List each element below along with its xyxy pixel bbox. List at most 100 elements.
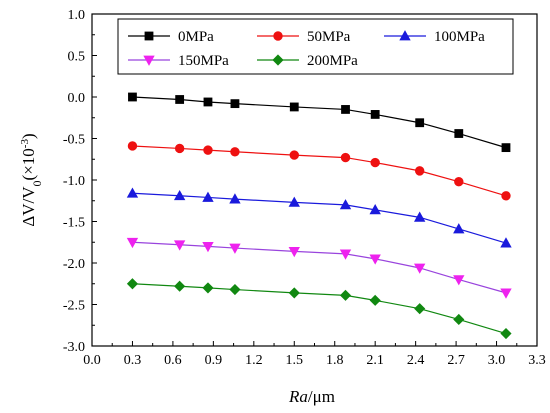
series-150MPa <box>126 237 512 299</box>
data-point <box>230 147 240 157</box>
y-tick-label: -2.5 <box>63 299 85 314</box>
x-axis-title-italic: Ra <box>288 387 308 406</box>
legend-box <box>117 18 514 75</box>
legend-swatch-marker <box>143 55 155 66</box>
data-point <box>369 204 381 215</box>
data-point <box>415 118 425 128</box>
data-point <box>174 143 185 154</box>
x-tick-label: 0.6 <box>164 353 182 368</box>
data-point <box>203 97 213 107</box>
data-point <box>454 129 464 138</box>
data-point <box>173 240 186 251</box>
data-point <box>339 199 352 210</box>
legend-item-50MPa: 50MPa <box>257 29 351 45</box>
y-axis-title-paren-close: ) <box>19 133 38 139</box>
series-200MPa <box>126 278 512 340</box>
data-point <box>126 278 139 290</box>
data-point <box>289 150 299 160</box>
data-point <box>369 254 381 265</box>
x-tick-label: 0.0 <box>83 353 101 368</box>
x-axis-title: Ra/μm <box>288 387 335 406</box>
x-tick-label: 0.3 <box>124 353 142 368</box>
x-tick-label: 1.5 <box>286 353 304 368</box>
data-point <box>453 313 465 326</box>
legend-item-0MPa: 0MPa <box>128 29 214 45</box>
x-tick-label: 3.3 <box>528 353 546 368</box>
series-100MPa <box>126 187 512 248</box>
data-point <box>454 176 464 187</box>
legend-item-150MPa: 150MPa <box>128 53 229 69</box>
data-point <box>289 102 299 112</box>
legend-item-200MPa: 200MPa <box>257 53 358 69</box>
data-point <box>369 294 381 306</box>
data-point <box>126 187 139 198</box>
x-tick-label: 2.4 <box>407 353 425 368</box>
data-point <box>173 189 186 201</box>
legend-label: 150MPa <box>178 53 229 69</box>
data-point <box>453 223 465 234</box>
ticks-layer: 0.0 0.3 0.6 0.9 1.2 1.5 1.8 2.1 2.4 2.7 3.0 3.3 1.0 0… <box>63 8 546 368</box>
legend-swatch-marker <box>399 30 411 41</box>
x-tick-label: 2.1 <box>366 353 384 368</box>
y-axis-title-sub: 0 <box>30 180 44 186</box>
y-tick-label: -1.0 <box>63 174 85 189</box>
legend-item-100MPa: 100MPa <box>384 29 485 45</box>
series-line <box>132 192 507 244</box>
data-point <box>501 143 511 153</box>
series-0MPa <box>128 92 511 153</box>
data-point <box>127 141 138 151</box>
data-point <box>288 196 300 207</box>
x-tick-label: 1.8 <box>326 353 344 368</box>
legend-label: 100MPa <box>434 29 485 45</box>
data-point <box>229 193 241 204</box>
data-point <box>370 110 380 119</box>
legend-swatch-marker <box>144 31 154 41</box>
y-tick-label: -1.5 <box>63 216 85 231</box>
data-point <box>500 237 512 248</box>
series-50MPa <box>127 141 511 201</box>
plot-frame <box>91 13 538 347</box>
data-point <box>126 237 139 249</box>
data-point <box>203 145 213 155</box>
y-axis-title-main: ΔV/V <box>19 186 38 227</box>
y-axis-title: ΔV/V0(×10-3) <box>19 133 44 226</box>
data-point <box>501 191 511 201</box>
data-point <box>453 275 465 286</box>
data-point <box>202 191 214 202</box>
data-point <box>500 327 512 340</box>
data-point <box>229 283 241 296</box>
data-point <box>339 289 352 301</box>
data-point <box>202 241 214 253</box>
y-tick-label: 0.0 <box>68 91 86 106</box>
data-point <box>340 152 351 163</box>
data-point <box>341 105 350 114</box>
legend-label: 0MPa <box>178 29 214 45</box>
x-axis-title-unit: /μm <box>308 387 335 406</box>
data-point <box>288 246 300 258</box>
data-point <box>500 288 512 299</box>
y-tick-label: -0.5 <box>63 133 85 148</box>
data-point <box>414 166 425 176</box>
data-point <box>339 249 352 260</box>
x-tick-label: 1.2 <box>245 353 263 368</box>
legend-label: 200MPa <box>307 53 358 69</box>
data-point <box>229 243 241 254</box>
legend-swatch-marker <box>273 31 283 41</box>
data-point <box>288 287 300 299</box>
y-tick-label: -3.0 <box>63 340 85 355</box>
x-tick-label: 2.7 <box>447 353 465 368</box>
data-point <box>174 280 186 292</box>
series-line <box>132 145 507 197</box>
legend-swatch-marker <box>272 54 284 66</box>
series-line <box>132 96 507 149</box>
series-line <box>132 283 507 335</box>
legend-label: 50MPa <box>307 29 351 45</box>
data-point <box>175 95 185 104</box>
data-point <box>414 303 426 315</box>
series-line <box>132 241 507 294</box>
y-axis-title-paren-open: (×10 <box>19 148 38 180</box>
y-tick-label: 1.0 <box>68 8 86 23</box>
y-tick-label: 0.5 <box>68 50 86 65</box>
data-point <box>230 99 240 109</box>
